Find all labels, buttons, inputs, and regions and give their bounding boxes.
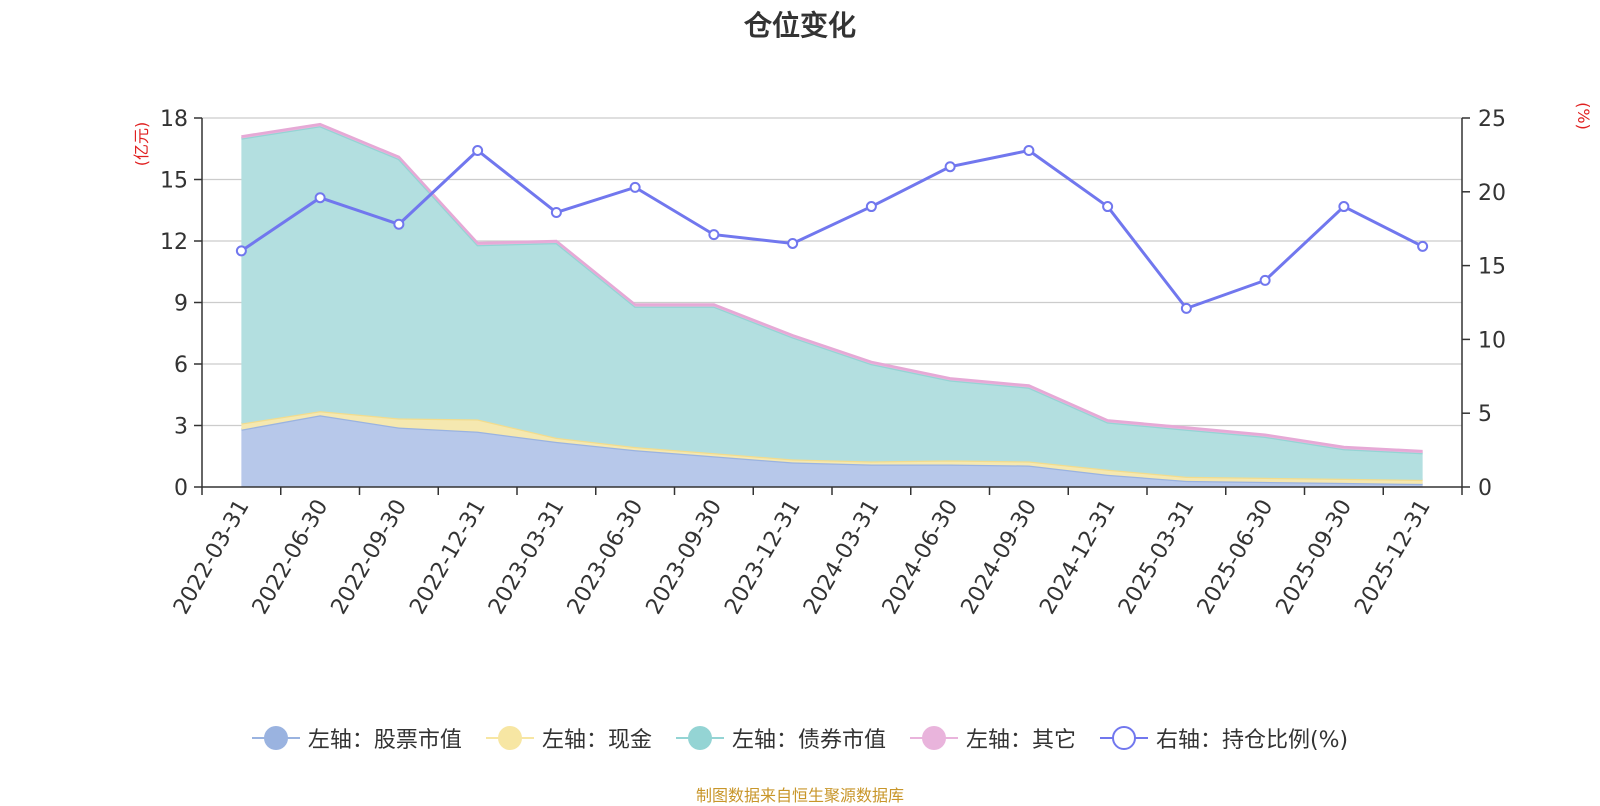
right-tick-label: 15 (1478, 255, 1506, 280)
ratio-point[interactable] (1259, 274, 1271, 286)
area-债券市值 (241, 126, 1423, 480)
x-tick-label: 2025-09-30 (1271, 496, 1357, 619)
left-tick-label: 18 (160, 107, 188, 132)
legend-swatch (485, 726, 534, 750)
x-tick-label: 2025-12-31 (1350, 496, 1436, 619)
ratio-point[interactable] (787, 237, 799, 249)
x-tick-label: 2024-09-30 (956, 496, 1042, 619)
ratio-line (240, 148, 1424, 311)
right-tick-label: 10 (1478, 328, 1506, 353)
left-tick-label: 0 (174, 476, 188, 501)
ratio-point[interactable] (865, 201, 877, 213)
left-tick-label: 12 (160, 230, 188, 255)
ratio-point[interactable] (235, 245, 247, 257)
left-tick-label: 9 (174, 292, 188, 317)
x-tick-label: 2022-12-31 (405, 496, 491, 619)
legend-swatch (675, 726, 724, 750)
x-tick-label: 2025-03-31 (1114, 496, 1200, 619)
source-note: 制图数据来自恒生聚源数据库 (695, 786, 904, 805)
legend-swatch (909, 726, 958, 750)
x-tick-label: 2023-09-30 (641, 496, 727, 619)
legend-item[interactable]: 左轴：其它 (909, 722, 1076, 754)
ratio-point[interactable] (314, 192, 326, 204)
left-tick-label: 15 (160, 169, 188, 194)
x-tick-label: 2022-09-30 (326, 496, 412, 619)
legend-item[interactable]: 左轴：债券市值 (675, 722, 886, 754)
left-axis-unit: (亿元) (132, 122, 151, 167)
ratio-point[interactable] (1102, 201, 1114, 213)
ratio-point[interactable] (1417, 240, 1429, 252)
ratio-line-series (235, 144, 1429, 314)
chart-canvas: 0 3 6 9 12 15 18 0 5 10 15 20 25 2022-03-312022-06-30… (132, 102, 1593, 619)
ratio-point[interactable] (472, 144, 484, 156)
ratio-point[interactable] (1338, 201, 1350, 213)
legend-label: 左轴：股票市值 (307, 728, 462, 753)
x-tick-label: 2025-06-30 (1193, 496, 1279, 619)
legend-item[interactable]: 左轴：股票市值 (251, 722, 462, 754)
right-tick-label: 20 (1478, 181, 1506, 206)
x-tick-label: 2024-03-31 (799, 496, 885, 619)
right-axis-unit: (%) (1574, 102, 1593, 130)
ratio-point[interactable] (944, 161, 956, 173)
ratio-point[interactable] (708, 229, 720, 241)
x-tick-label: 2023-03-31 (484, 496, 570, 619)
x-tick-label: 2023-06-30 (563, 496, 649, 619)
area-股票市值 (241, 415, 1423, 487)
area-edge-其它 (241, 122, 1423, 453)
legend: 左轴：股票市值 左轴：现金 左轴：债券市值 左轴：其它 右轴：持仓比例(%) (0, 722, 1600, 754)
legend-swatch (1099, 726, 1148, 750)
legend-item[interactable]: 左轴：现金 (485, 722, 652, 754)
x-tick-label: 2022-03-31 (169, 496, 255, 619)
legend-label: 左轴：债券市值 (731, 728, 886, 753)
right-tick-label: 0 (1478, 476, 1492, 501)
ratio-point[interactable] (550, 206, 562, 218)
ratio-point[interactable] (1180, 302, 1192, 314)
x-tick-label: 2023-12-31 (720, 496, 806, 619)
stacked-areas (241, 122, 1423, 487)
x-tick-label: 2022-06-30 (248, 496, 334, 619)
x-tick-label: 2024-06-30 (878, 496, 964, 619)
legend-label: 左轴：现金 (541, 728, 652, 753)
x-tick-label: 2024-12-31 (1035, 496, 1121, 619)
legend-label: 左轴：其它 (965, 728, 1076, 753)
chart-title: 仓位变化 (743, 9, 856, 42)
left-tick-label: 3 (174, 415, 188, 440)
right-tick-label: 25 (1478, 107, 1506, 132)
legend-label: 右轴：持仓比例(%) (1155, 728, 1349, 753)
legend-swatch (251, 726, 300, 750)
ratio-point[interactable] (1023, 144, 1035, 156)
right-tick-label: 5 (1478, 402, 1492, 427)
ratio-point[interactable] (629, 181, 641, 193)
legend-item[interactable]: 右轴：持仓比例(%) (1099, 722, 1349, 754)
ratio-point[interactable] (393, 218, 405, 230)
left-tick-label: 6 (174, 353, 188, 378)
area-现金 (241, 411, 1423, 484)
